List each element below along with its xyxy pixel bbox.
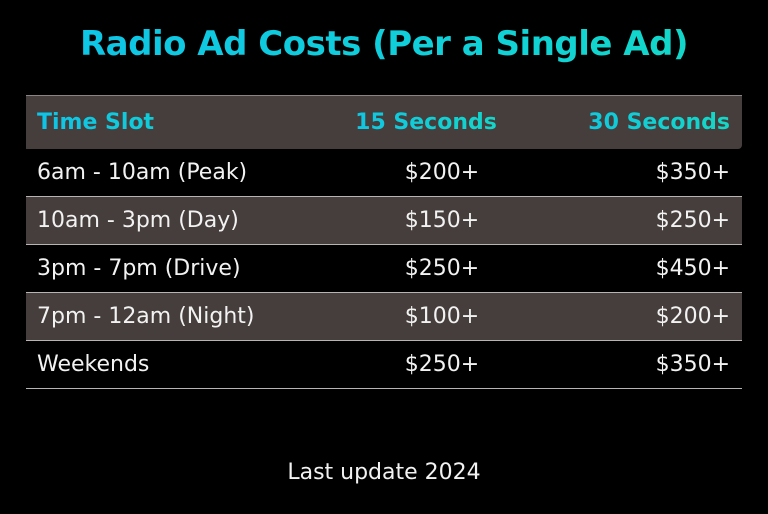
table-header-row: Time Slot 15 Seconds 30 Seconds <box>26 96 742 149</box>
price-30s-cell: $350+ <box>655 160 730 185</box>
time-slot-cell: Weekends <box>37 352 150 377</box>
price-15s-cell: $200+ <box>404 160 480 185</box>
header-15-seconds: 15 Seconds <box>326 110 526 135</box>
table-row: Weekends $250+ $350+ <box>26 341 742 389</box>
cost-table: Time Slot 15 Seconds 30 Seconds 6am - 10… <box>26 95 742 389</box>
price-30s-cell: $450+ <box>655 256 730 281</box>
table-row: 7pm - 12am (Night) $100+ $200+ <box>26 293 742 341</box>
price-30s-cell: $350+ <box>655 352 730 377</box>
time-slot-cell: 10am - 3pm (Day) <box>37 208 239 233</box>
price-15s-cell: $250+ <box>404 256 480 281</box>
time-slot-cell: 3pm - 7pm (Drive) <box>37 256 241 281</box>
price-15s-cell: $150+ <box>404 208 480 233</box>
header-30-seconds: 30 Seconds <box>526 110 742 135</box>
header-time-slot: Time Slot <box>26 110 326 135</box>
last-update-note: Last update 2024 <box>287 460 481 485</box>
time-slot-cell: 7pm - 12am (Night) <box>37 304 255 329</box>
price-15s-cell: $250+ <box>404 352 480 377</box>
price-30s-cell: $200+ <box>655 304 730 329</box>
table-row: 3pm - 7pm (Drive) $250+ $450+ <box>26 245 742 293</box>
table-row: 6am - 10am (Peak) $200+ $350+ <box>26 149 742 197</box>
table-row: 10am - 3pm (Day) $150+ $250+ <box>26 197 742 245</box>
price-15s-cell: $100+ <box>404 304 480 329</box>
price-30s-cell: $250+ <box>655 208 730 233</box>
page-title: Radio Ad Costs (Per a Single Ad) <box>0 24 768 64</box>
time-slot-cell: 6am - 10am (Peak) <box>37 160 248 185</box>
